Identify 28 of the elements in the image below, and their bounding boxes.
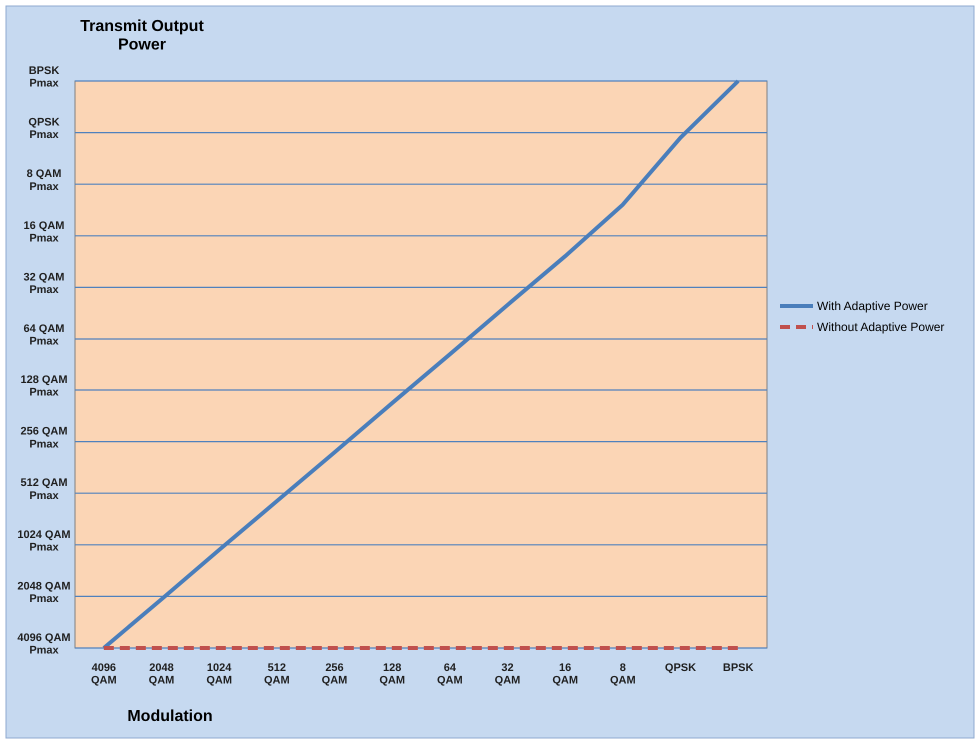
ref-line-label: 64 QAM Pmax: [24, 322, 64, 348]
ref-line-label: 256 QAM Pmax: [20, 426, 68, 450]
x-tick-label: 16 QAM: [552, 662, 578, 687]
ref-line-label: 16 QAM Pmax: [24, 220, 64, 244]
ref-line-label: 8 QAM Pmax: [26, 168, 62, 193]
x-tick-label: 256 QAM: [322, 662, 348, 687]
x-tick-label: 32 QAM: [494, 662, 520, 687]
legend-label: With Adaptive Power: [817, 299, 928, 313]
ref-line-label: 512 QAM Pmax: [20, 477, 68, 502]
ref-line-label: 2048 QAM Pmax: [17, 580, 71, 606]
legend-label: Without Adaptive Power: [817, 320, 944, 334]
ref-line-label: 32 QAM Pmax: [24, 271, 64, 296]
x-tick-label: 128 QAM: [379, 662, 406, 687]
x-tick-label: 4096 QAM: [90, 662, 117, 687]
x-tick-label: 1024 QAM: [206, 662, 232, 687]
x-tick-label: BPSK: [722, 662, 754, 674]
ref-line-label: BPSK Pmax: [28, 65, 60, 90]
ref-line-label: 1024 QAM Pmax: [17, 528, 71, 554]
x-tick-label: 2048 QAM: [148, 662, 174, 687]
ref-line-label: 4096 QAM Pmax: [17, 632, 71, 657]
x-tick-label: 64 QAM: [436, 662, 463, 687]
chart-title: Transmit Output Power: [80, 18, 204, 54]
ref-line-label: 128 QAM Pmax: [20, 374, 68, 399]
x-tick-label: QPSK: [664, 662, 696, 674]
x-tick-label: 512 QAM: [264, 662, 290, 687]
x-axis-title: Modulation: [127, 708, 213, 725]
x-tick-label: 8 QAM: [610, 662, 636, 687]
ref-line-label: QPSK Pmax: [28, 116, 60, 142]
